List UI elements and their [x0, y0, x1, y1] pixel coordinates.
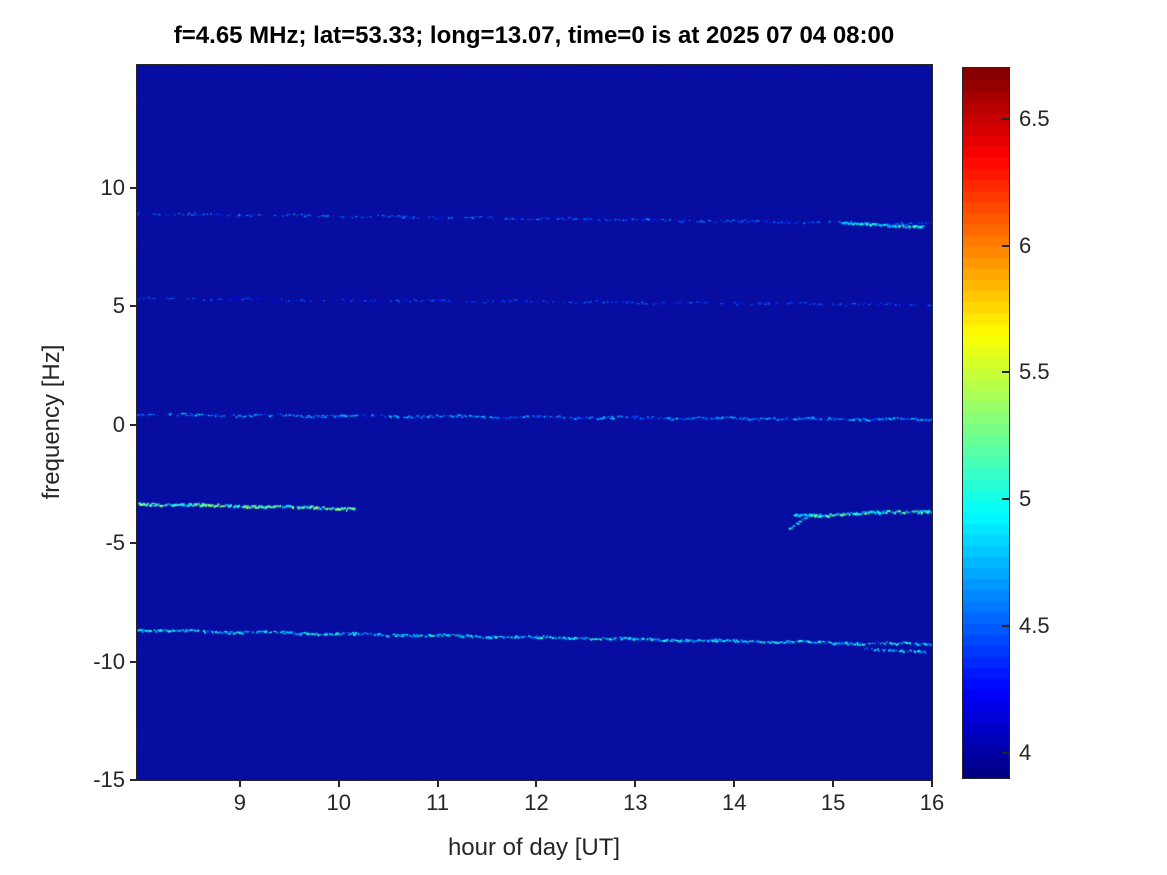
colorbar: [962, 67, 1010, 779]
x-tick-mark: [535, 780, 538, 787]
x-tick-mark: [436, 780, 439, 787]
colorbar-tick-mark: [1002, 498, 1009, 501]
x-axis-label: hour of day [UT]: [447, 834, 621, 861]
x-tick-label: 16: [919, 790, 945, 815]
x-tick-mark: [238, 780, 241, 787]
x-tick-mark: [634, 780, 637, 787]
y-tick-label: 5: [112, 293, 125, 319]
chart-title: f=4.65 MHz; lat=53.33; long=13.07, time=…: [173, 22, 895, 49]
x-tick-label: 10: [326, 790, 351, 815]
y-tick-mark: [130, 660, 137, 663]
y-tick-mark: [130, 542, 137, 545]
spectrogram-plot-area: [136, 64, 933, 781]
x-tick-mark: [733, 780, 736, 787]
x-tick-label: 12: [524, 790, 549, 815]
y-tick-label: -10: [93, 648, 125, 674]
y-tick-mark: [130, 305, 137, 308]
y-tick-mark: [130, 779, 137, 781]
y-tick-label: 10: [100, 175, 125, 201]
y-axis-label: frequency [Hz]: [38, 344, 65, 500]
x-tick-mark: [832, 780, 835, 787]
y-tick-mark: [130, 423, 137, 426]
x-tick-label: 11: [426, 790, 450, 815]
y-tick-label: -15: [93, 767, 125, 792]
colorbar-tick-mark: [1002, 751, 1009, 754]
colorbar-tick-label: 4.5: [1019, 612, 1050, 638]
x-tick-mark: [931, 780, 933, 787]
colorbar-tick-label: 5.5: [1019, 359, 1050, 385]
colorbar-tick-label: 4: [1019, 739, 1032, 765]
colorbar-tick-label: 6: [1019, 232, 1032, 258]
x-tick-label: 13: [623, 790, 648, 815]
y-tick-mark: [130, 187, 137, 190]
colorbar-tick-mark: [1002, 371, 1009, 374]
colorbar-tick-mark: [1002, 244, 1009, 247]
colorbar-tick-label: 5: [1019, 486, 1032, 512]
x-tick-label: 9: [233, 790, 246, 815]
colorbar-tick-label: 6.5: [1019, 105, 1050, 131]
y-tick-label: -5: [105, 530, 125, 556]
x-tick-label: 14: [721, 790, 747, 815]
x-tick-label: 15: [820, 790, 846, 815]
colorbar-tick-mark: [1002, 624, 1009, 627]
y-tick-label: 0: [112, 411, 125, 437]
x-tick-mark: [337, 780, 340, 787]
colorbar-tick-mark: [1002, 117, 1009, 120]
